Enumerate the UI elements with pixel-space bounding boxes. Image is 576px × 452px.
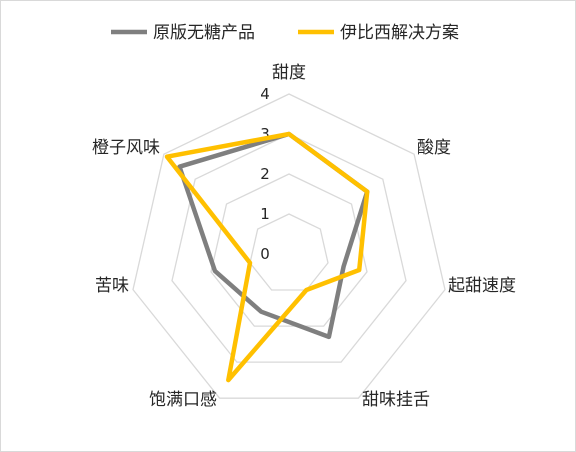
radar-grid: [132, 93, 446, 399]
axis-label: 饱满口感: [149, 390, 217, 410]
tick-label: 0: [260, 245, 270, 263]
radial-tick-labels: 0 1 2 3 4: [260, 85, 270, 263]
legend-label-0: 原版无糖产品: [153, 23, 255, 43]
axis-label: 甜度: [272, 63, 306, 83]
legend: 原版无糖产品 伊比西解决方案: [111, 23, 459, 43]
series-line-1: [164, 131, 370, 383]
axis-label: 苦味: [95, 276, 129, 296]
series-lines: [164, 131, 370, 383]
axis-label: 起甜速度: [448, 276, 516, 296]
legend-label-1: 伊比西解决方案: [340, 23, 459, 43]
axis-label: 酸度: [417, 138, 451, 158]
tick-label: 1: [260, 205, 270, 223]
tick-label: 2: [260, 165, 270, 183]
axis-label: 甜味挂舌: [362, 390, 430, 410]
grid-ring-2: [210, 173, 368, 327]
grid-ring-1: [249, 213, 329, 291]
grid-ring-4: [132, 93, 446, 399]
axis-label: 橙子风味: [92, 138, 160, 158]
series-line-0: [177, 131, 370, 340]
tick-label: 3: [260, 125, 270, 143]
tick-label: 4: [260, 85, 270, 103]
